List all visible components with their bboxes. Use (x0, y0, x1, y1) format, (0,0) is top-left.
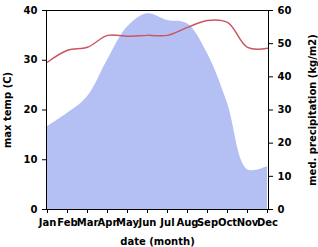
svg-text:Mar: Mar (77, 217, 99, 228)
svg-text:med. precipitation (kg/m2): med. precipitation (kg/m2) (307, 34, 318, 186)
svg-text:50: 50 (278, 38, 292, 49)
svg-text:0: 0 (31, 204, 38, 215)
svg-text:10: 10 (24, 154, 38, 165)
svg-text:20: 20 (24, 104, 38, 115)
svg-text:Jul: Jul (159, 217, 174, 228)
svg-text:0: 0 (278, 204, 285, 215)
svg-text:Jun: Jun (138, 217, 157, 228)
svg-text:60: 60 (278, 5, 292, 16)
svg-text:Aug: Aug (176, 217, 198, 228)
svg-text:max temp (C): max temp (C) (2, 72, 13, 148)
svg-text:30: 30 (24, 54, 38, 65)
svg-text:30: 30 (278, 104, 292, 115)
svg-text:Sep: Sep (197, 217, 218, 228)
svg-text:Jan: Jan (38, 217, 57, 228)
svg-text:Oct: Oct (218, 217, 237, 228)
svg-text:10: 10 (278, 171, 292, 182)
svg-text:40: 40 (278, 71, 292, 82)
svg-text:date (month): date (month) (120, 236, 194, 247)
svg-text:20: 20 (278, 137, 292, 148)
svg-text:Nov: Nov (237, 217, 259, 228)
svg-text:Feb: Feb (57, 217, 77, 228)
svg-text:Apr: Apr (98, 217, 118, 228)
svg-text:40: 40 (24, 5, 38, 16)
svg-text:May: May (116, 217, 139, 228)
svg-text:Dec: Dec (257, 217, 278, 228)
